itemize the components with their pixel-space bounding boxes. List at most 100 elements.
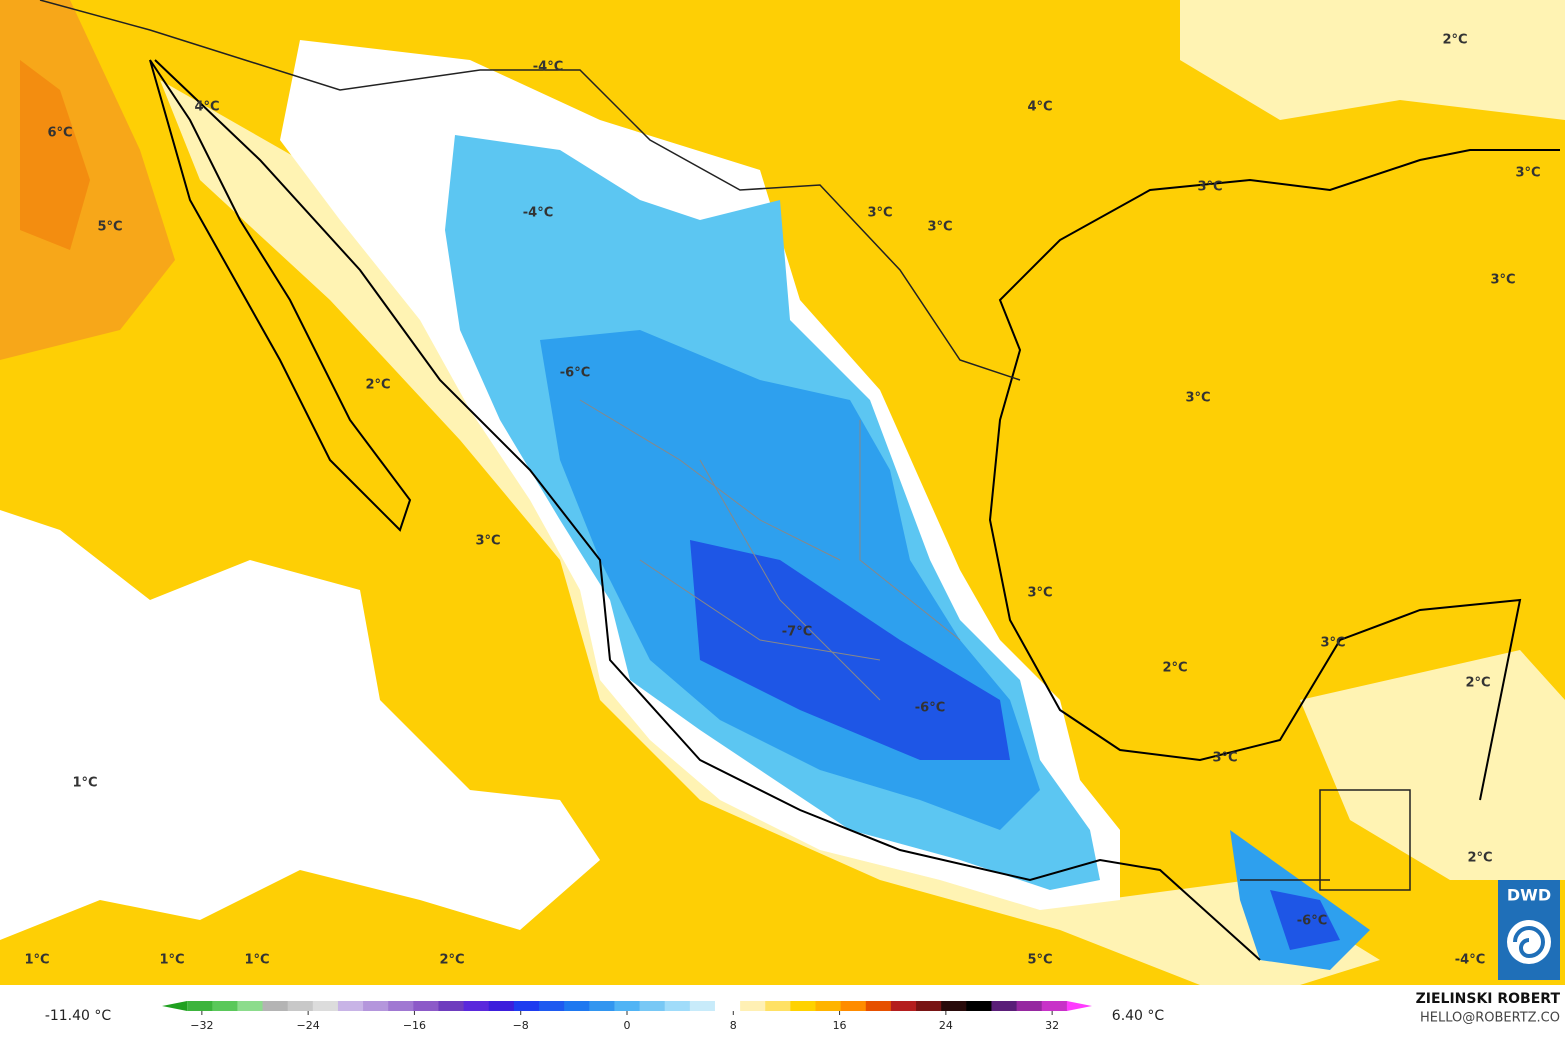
colorbar-tick-label: −8 [513, 1019, 529, 1032]
contour-label: -7°C [782, 625, 812, 640]
colorbar-segment [287, 1001, 314, 1011]
contour-label: 3°C [1320, 636, 1345, 651]
warm-core [20, 60, 90, 250]
colorbar-segment [1041, 1001, 1068, 1011]
colorbar-tick-label: 8 [730, 1019, 737, 1032]
colorbar-segment [714, 1001, 741, 1011]
contour-label: -6°C [1297, 914, 1327, 929]
contour-label: -4°C [1455, 953, 1485, 968]
colorbar-segment [539, 1001, 565, 1011]
contour-label: 2°C [439, 953, 464, 968]
contour-label: 1°C [72, 776, 97, 791]
author: ZIELINSKI ROBERT [1416, 991, 1561, 1007]
colorbar-segment [162, 1001, 188, 1011]
colorbar-segment [614, 1001, 641, 1011]
coastline [154, 59, 1261, 961]
neutral-zone [0, 510, 600, 940]
colorbar-segment [312, 1001, 339, 1011]
colorbar-segment [237, 1001, 264, 1011]
max-label: 6.40 °C [1112, 1008, 1165, 1024]
contour-label: 3°C [867, 206, 892, 221]
contour-label: 2°C [1467, 851, 1492, 866]
colorbar-segment [589, 1001, 615, 1011]
mild-zone [1180, 0, 1565, 120]
colorbar-segment [740, 1001, 766, 1011]
contour-label: 3°C [1185, 391, 1210, 406]
colorbar-segment [513, 1001, 540, 1011]
contour-label: 3°C [1515, 166, 1540, 181]
colorbar-segment [890, 1001, 917, 1011]
colorbar: −32 −24 −16 −8 0 8 16 24 32 [162, 1001, 1092, 1032]
contour-label: 3°C [1212, 751, 1237, 766]
colorbar-tick-label: 32 [1045, 1019, 1059, 1032]
colorbar-segment [639, 1001, 666, 1011]
colorbar-segment [916, 1001, 942, 1011]
contour-label: 2°C [365, 378, 390, 393]
min-label: -11.40 °C [45, 1008, 112, 1024]
contour-label: 1°C [24, 953, 49, 968]
colorbar-tick-label: −24 [297, 1019, 320, 1032]
contour-label: 3°C [1197, 180, 1222, 195]
contour-label: 6°C [47, 126, 72, 141]
colorbar-segment [840, 1001, 867, 1011]
colorbar-segment [765, 1001, 791, 1011]
contour-label: 2°C [1162, 661, 1187, 676]
colorbar-segment [664, 1001, 691, 1011]
colorbar-segment [388, 1001, 414, 1011]
border [1240, 789, 1411, 891]
colorbar-tick-label: −16 [403, 1019, 426, 1032]
colorbar-segment [790, 1001, 817, 1011]
map [0, 0, 1565, 985]
contour-label: 5°C [1027, 953, 1052, 968]
colorbar-tick-label: 16 [833, 1019, 847, 1032]
colorbar-segment [564, 1001, 590, 1011]
coastline [149, 59, 412, 532]
contour-label: 3°C [1490, 273, 1515, 288]
contour-labels: 2°C -4°C 4°C 4°C 6°C 3°C 3°C 3°C 3°C -4°C 5°C 3°C -6… [24, 33, 1540, 968]
colorbar-segment [1016, 1001, 1043, 1011]
contour-label: 3°C [1027, 586, 1052, 601]
colorbar-segment [865, 1001, 892, 1011]
logo-text: DWD [1507, 886, 1551, 905]
colorbar-segment [815, 1001, 842, 1011]
colorbar-segment [991, 1001, 1018, 1011]
colorbar-tick-label: −32 [190, 1019, 213, 1032]
contour-label: -4°C [533, 60, 563, 75]
contour-label: 5°C [97, 220, 122, 235]
colorbar-segment [363, 1001, 389, 1011]
contour-label: -4°C [523, 206, 553, 221]
colorbar-segment [488, 1001, 515, 1011]
colorbar-segment [337, 1001, 364, 1011]
coldest-zone [1270, 890, 1340, 950]
contour-label: 2°C [1465, 676, 1490, 691]
colorbar-segment [212, 1001, 238, 1011]
colorbar-segment [187, 1001, 213, 1011]
colorbar-segment [689, 1001, 716, 1011]
colorbar-segment [438, 1001, 465, 1011]
colorbar-tick-label: 24 [939, 1019, 953, 1032]
contour-label: 3°C [927, 220, 952, 235]
colorbar-segment [941, 1001, 967, 1011]
colorbar-segment [966, 1001, 992, 1011]
coldest-zone [690, 540, 1010, 760]
contour-label: 4°C [1027, 100, 1052, 115]
logo-swirl [1513, 926, 1545, 959]
contour-label: 4°C [194, 100, 219, 115]
contour-label: -6°C [915, 701, 945, 716]
logo: DWD [1498, 880, 1560, 980]
colorbar-segment [1066, 1001, 1092, 1011]
email: HELLO@ROBERTZ.CO [1420, 1011, 1560, 1026]
state-line [579, 399, 961, 701]
colorbar-segment [262, 1001, 289, 1011]
contour-label: 2°C [1442, 33, 1467, 48]
colorbar-segment [413, 1001, 439, 1011]
coastline [988, 149, 1560, 801]
contour-label: 3°C [475, 534, 500, 549]
contour-label: 1°C [244, 953, 269, 968]
border [39, 0, 1021, 381]
colorbar-segment [463, 1001, 490, 1011]
colorbar-tick-label: 0 [624, 1019, 631, 1032]
contour-label: -6°C [560, 366, 590, 381]
contour-label: 1°C [159, 953, 184, 968]
